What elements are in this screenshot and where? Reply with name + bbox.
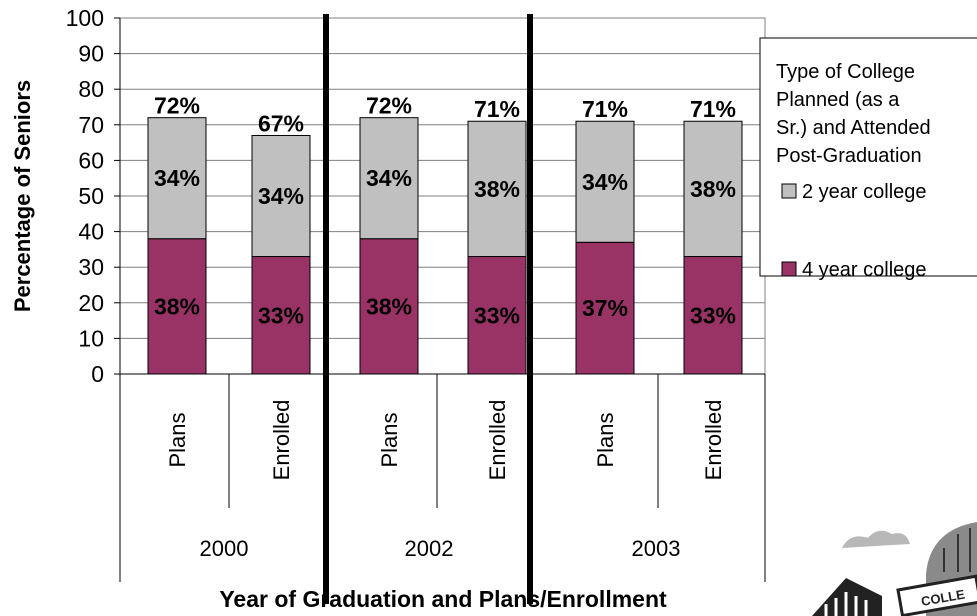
y-tick-label: 100: [66, 5, 104, 31]
data-labels: 38% 34% 72% 33% 34% 67% 38% 34% 72% 33% 38% 71% 37% 3…: [154, 93, 736, 329]
legend: Type of College Planned (as a Sr.) and A…: [759, 37, 977, 281]
bar-total-label: 72%: [154, 93, 200, 119]
y-tick-label: 10: [78, 325, 104, 351]
bar-total-label: 71%: [474, 96, 520, 122]
y-axis-ticks: 0 10 20 30 40 50 60 70 80 90 100: [66, 5, 120, 387]
bar-segment-4-year-college: [147, 238, 207, 375]
bar-value-label-2-year-college: 38%: [690, 176, 736, 202]
bar-segment-4-year-college: [575, 241, 635, 375]
bar-value-label-2-year-college: 38%: [474, 176, 520, 202]
y-tick-label: 70: [78, 112, 104, 138]
bar-segment-2-year-college: [467, 120, 527, 258]
bar-segment-2-year-college: [251, 134, 311, 258]
bar-value-label-4-year-college: 33%: [474, 302, 520, 328]
group-year-label: 2002: [405, 536, 454, 561]
bar-value-label-2-year-college: 34%: [154, 165, 200, 191]
bar-segment-4-year-college: [683, 256, 743, 375]
legend-title-line-1: Type of College: [776, 61, 915, 83]
cloud-shape: [842, 530, 910, 548]
x-axis-title: Year of Graduation and Plans/Enrollment: [219, 586, 667, 612]
bar-segment-2-year-college: [147, 117, 207, 240]
bar-value-label-4-year-college: 37%: [582, 295, 628, 321]
y-tick-label: 40: [78, 219, 104, 245]
legend-swatch-2-year: [781, 183, 797, 199]
bar-value-label-2-year-college: 34%: [582, 169, 628, 195]
college-clipart: COLLE: [812, 522, 977, 616]
legend-swatch-4-year: [781, 261, 797, 277]
bar-segment-4-year-college: [251, 256, 311, 375]
bars: [147, 117, 743, 375]
y-tick-label: 30: [78, 254, 104, 280]
legend-box: [759, 37, 977, 277]
bar-segment-2-year-college: [575, 120, 635, 243]
y-axis-title: Percentage of Seniors: [10, 80, 35, 312]
bar-total-label: 71%: [690, 96, 736, 122]
bar-total-label: 67%: [258, 110, 304, 136]
bar-segment-4-year-college: [467, 256, 527, 375]
legend-label-2-year: 2 year college: [802, 181, 927, 203]
dome-ribs: [943, 528, 971, 572]
legend-label-4-year: 4 year college: [802, 259, 927, 281]
y-tick-label: 20: [78, 290, 104, 316]
category-label: Enrolled: [485, 400, 510, 481]
y-tick-label: 50: [78, 183, 104, 209]
legend-title-line-4: Post-Graduation: [776, 145, 922, 167]
columns-shape: [824, 592, 868, 616]
y-tick-label: 80: [78, 76, 104, 102]
bar-segment-2-year-college: [359, 117, 419, 240]
bar-value-label-2-year-college: 34%: [366, 165, 412, 191]
category-label: Enrolled: [701, 400, 726, 481]
sign-board: [896, 574, 977, 616]
bar-value-label-2-year-college: 34%: [258, 183, 304, 209]
y-tick-label: 0: [91, 361, 104, 387]
bar-total-label: 71%: [582, 96, 628, 122]
group-year-label: 2003: [632, 536, 681, 561]
category-label: Plans: [165, 412, 190, 467]
y-tick-label: 90: [78, 41, 104, 67]
category-label: Plans: [377, 412, 402, 467]
bar-total-label: 72%: [366, 93, 412, 119]
group-year-label: 2000: [200, 536, 249, 561]
bar-value-label-4-year-college: 38%: [366, 293, 412, 319]
category-label: Plans: [593, 412, 618, 467]
legend-title-line-3: Sr.) and Attended: [776, 117, 931, 139]
x-axis-categories: Plans Enrolled Plans Enrolled Plans Enrolled 2…: [119, 373, 766, 582]
category-label: Enrolled: [269, 400, 294, 481]
legend-title-line-2: Planned (as a: [776, 89, 900, 111]
bar-segment-2-year-college: [683, 120, 743, 258]
gridlines: [120, 17, 765, 375]
y-tick-label: 60: [78, 147, 104, 173]
bar-value-label-4-year-college: 38%: [154, 293, 200, 319]
bar-value-label-4-year-college: 33%: [258, 302, 304, 328]
bar-value-label-4-year-college: 33%: [690, 302, 736, 328]
